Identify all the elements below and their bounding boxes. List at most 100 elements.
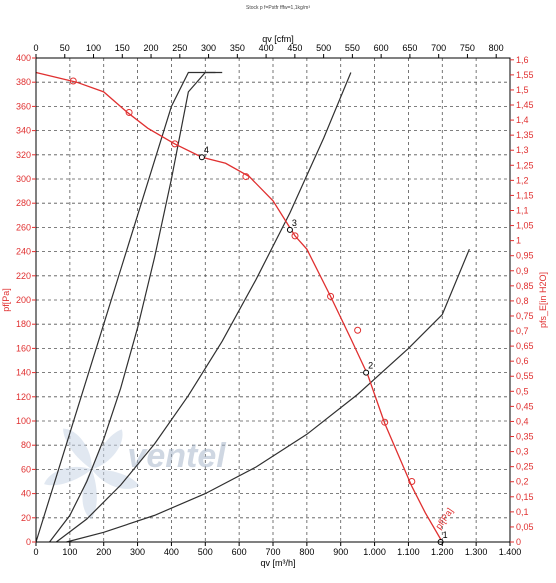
y-right-tick-label: 0,6 — [516, 356, 529, 366]
y-right-tick-label: 0,2 — [516, 477, 529, 487]
y-right-tick-label: 1,45 — [516, 100, 534, 110]
operating-point-3 — [286, 226, 293, 233]
fan-curve-marker — [408, 478, 416, 485]
y-left-tick-label: 240 — [16, 247, 31, 257]
system-curve-4 — [49, 71, 216, 543]
x-top-tick-label: 700 — [431, 43, 446, 53]
x-top-tick-label: 100 — [86, 43, 101, 53]
y-left-tick-label: 180 — [16, 319, 31, 329]
y-left-tick-label: 280 — [16, 198, 31, 208]
x-top-tick-label: 0 — [33, 43, 38, 53]
y-right-tick-label: 0,7 — [516, 326, 529, 336]
system-curve-1 — [35, 71, 223, 543]
y-right-tick-label: 0,05 — [516, 522, 534, 532]
operating-point-label-1: 1 — [443, 530, 448, 540]
x-top-tick-label: 600 — [374, 43, 389, 53]
chart-title: Stock p f=Pstfr fffw=1,1kg/m³ — [246, 5, 310, 11]
y-left-tick-label: 20 — [21, 513, 31, 523]
y-left-tick-label: 160 — [16, 343, 31, 353]
y-left-tick-label: 0 — [26, 537, 31, 547]
x-top-tick-label: 150 — [115, 43, 130, 53]
y-right-tick-label: 1,15 — [516, 190, 534, 200]
y-right-tick-label: 0,75 — [516, 311, 534, 321]
y-right-tick-label: 1,55 — [516, 70, 534, 80]
y-right-tick-label: 0,65 — [516, 341, 534, 351]
fan-curve-marker — [242, 173, 250, 181]
y-right-tick-label: 1,4 — [516, 115, 529, 125]
y-right-tick-label: 0,55 — [516, 371, 534, 381]
y-left-tick-label: 360 — [16, 101, 31, 111]
y-left-tick-label: 100 — [16, 416, 31, 426]
x-bottom-tick-label: 500 — [198, 547, 213, 557]
x-bottom-tick-label: 1.400 — [499, 547, 522, 557]
x-top-tick-label: 300 — [201, 43, 216, 53]
x-top-tick-label: 650 — [402, 43, 417, 53]
x-bottom-tick-label: 600 — [232, 547, 247, 557]
y-left-tick-label: 120 — [16, 392, 31, 402]
x-bottom-tick-label: 0 — [33, 547, 38, 557]
watermark-blade — [91, 469, 140, 489]
y-right-tick-label: 1,6 — [516, 55, 529, 65]
x-bottom-tick-label: 1.200 — [431, 547, 454, 557]
ventel-watermark-logo: ventel — [44, 428, 227, 520]
fan-curve-marker — [327, 292, 335, 300]
x-bottom-tick-label: 1.100 — [397, 547, 420, 557]
fan-curve — [35, 71, 443, 543]
y-left-tick-label: 340 — [16, 126, 31, 136]
y-right-tick-label: 0,45 — [516, 401, 534, 411]
fan-curve-marker — [354, 326, 362, 334]
x-bottom-axis-label: qv [m³/h] — [260, 558, 295, 568]
y-left-tick-label: 200 — [16, 295, 31, 305]
y-left-tick-label: 320 — [16, 150, 31, 160]
x-bottom-tick-label: 400 — [164, 547, 179, 557]
y-right-tick-label: 1,5 — [516, 85, 529, 95]
y-right-tick-label: 1,3 — [516, 145, 529, 155]
x-top-tick-label: 50 — [60, 43, 70, 53]
y-right-tick-label: 0 — [516, 537, 521, 547]
x-bottom-tick-label: 200 — [96, 547, 111, 557]
ticks: 0 100 200 300 400 500 600 700 800 900 1.000 1.100 1.… — [16, 43, 534, 557]
system-curves — [35, 71, 470, 543]
y-right-tick-label: 1,35 — [516, 130, 534, 140]
x-top-axis-label: qv [cfm] — [262, 34, 294, 44]
y-right-tick-label: 0,4 — [516, 416, 529, 426]
y-right-tick-label: 0,8 — [516, 296, 529, 306]
y-right-axis-label: pfs_E[in H2O] — [538, 272, 548, 328]
x-bottom-tick-label: 300 — [130, 547, 145, 557]
x-top-tick-label: 200 — [144, 43, 159, 53]
watermark-blade — [44, 466, 92, 486]
operating-point-label-2: 2 — [368, 361, 373, 371]
x-top-tick-label: 400 — [259, 43, 274, 53]
y-right-tick-label: 0,35 — [516, 432, 534, 442]
y-left-tick-label: 80 — [21, 440, 31, 450]
y-right-tick-label: 0,9 — [516, 266, 529, 276]
y-right-tick-label: 0,95 — [516, 251, 534, 261]
watermark-blade — [63, 428, 92, 470]
x-top-tick-label: 800 — [489, 43, 504, 53]
y-left-tick-label: 140 — [16, 368, 31, 378]
watermark-blade — [91, 429, 123, 470]
y-right-tick-label: 1,2 — [516, 175, 529, 185]
operating-point-2 — [363, 369, 370, 376]
y-right-tick-label: 0,3 — [516, 447, 529, 457]
x-top-tick-label: 450 — [287, 43, 302, 53]
x-top-tick-label: 350 — [230, 43, 245, 53]
y-left-tick-label: 260 — [16, 222, 31, 232]
operating-point-label-3: 3 — [292, 218, 297, 228]
y-right-tick-label: 0,1 — [516, 507, 529, 517]
y-left-tick-label: 400 — [16, 53, 31, 63]
x-top-tick-label: 550 — [345, 43, 360, 53]
fan-curve-marker — [125, 108, 133, 116]
y-left-tick-label: 220 — [16, 271, 31, 281]
fan-curve-marker — [291, 232, 299, 240]
system-curve-2 — [66, 248, 470, 543]
y-left-axis-label: pf[Pa] — [1, 288, 11, 312]
y-right-tick-label: 1,1 — [516, 205, 529, 215]
fan-curve-marker — [69, 77, 77, 85]
y-left-tick-label: 380 — [16, 77, 31, 87]
x-top-tick-label: 250 — [172, 43, 187, 53]
y-right-tick-label: 1 — [516, 236, 521, 246]
operating-point-label-4: 4 — [204, 145, 209, 155]
y-left-tick-label: 60 — [21, 464, 31, 474]
